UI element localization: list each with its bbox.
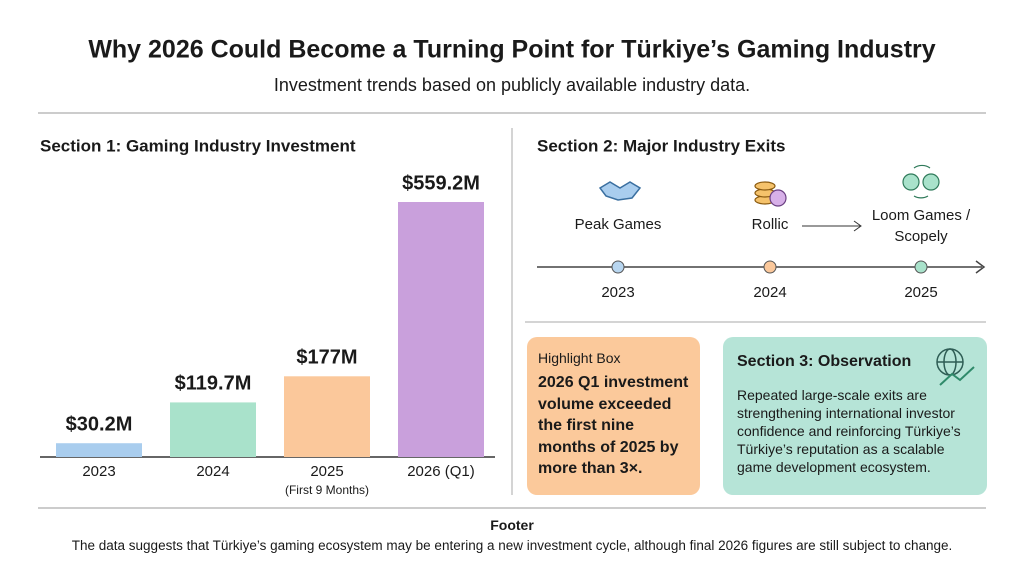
timeline-dot	[914, 260, 928, 274]
globe-icon	[936, 348, 975, 386]
event-year: 2023	[601, 284, 635, 301]
x-tick-label: 2026 (Q1)	[407, 463, 475, 480]
event-label: Rollic	[751, 216, 789, 233]
timeline-dot	[763, 260, 777, 274]
value-label: $559.2M	[402, 172, 480, 194]
title: Why 2026 Could Become a Turning Point fo…	[88, 36, 935, 64]
coin-icon	[754, 181, 787, 207]
highlight-box	[527, 337, 700, 495]
subtitle: Investment trends based on publicly avai…	[274, 75, 750, 95]
event-year: 2024	[753, 284, 787, 301]
timeline-arrow	[975, 260, 986, 274]
footer-title: Footer	[490, 517, 534, 533]
bar	[170, 402, 256, 457]
value-label: $30.2M	[66, 414, 133, 436]
value-label: $177M	[296, 347, 357, 369]
event-label: Peak Games	[574, 216, 662, 233]
highlight-text: 2026 Q1 investment volume exceeded the f…	[538, 374, 689, 477]
observation-box	[723, 337, 987, 495]
section-title: Section 2: Major Industry Exits	[537, 136, 785, 155]
x-tick-label: 2023	[82, 463, 115, 480]
timeline-dot	[611, 260, 625, 274]
x-tick-label: 2025	[310, 463, 343, 480]
handshake-icon	[598, 181, 642, 201]
bar	[398, 202, 484, 457]
observation-title: Section 3: Observation	[737, 353, 912, 370]
x-tick-sublabel: (First 9 Months)	[285, 483, 369, 497]
section-title: Section 1: Gaming Industry Investment	[40, 136, 356, 155]
x-tick-label: 2024	[196, 463, 229, 480]
event-year: 2025	[904, 284, 938, 301]
footer-text: The data suggests that Türkiye’s gaming …	[71, 538, 953, 553]
highlight-title: Highlight Box	[538, 350, 621, 366]
currency-icon	[902, 164, 940, 199]
event-label: Loom Games / Scopely	[871, 207, 971, 245]
value-label: $119.7M	[175, 373, 252, 395]
bar	[56, 443, 142, 457]
observation-text: Repeated large-scale exits are strengthe…	[737, 387, 961, 475]
arrow	[853, 220, 862, 232]
bar	[284, 376, 370, 457]
